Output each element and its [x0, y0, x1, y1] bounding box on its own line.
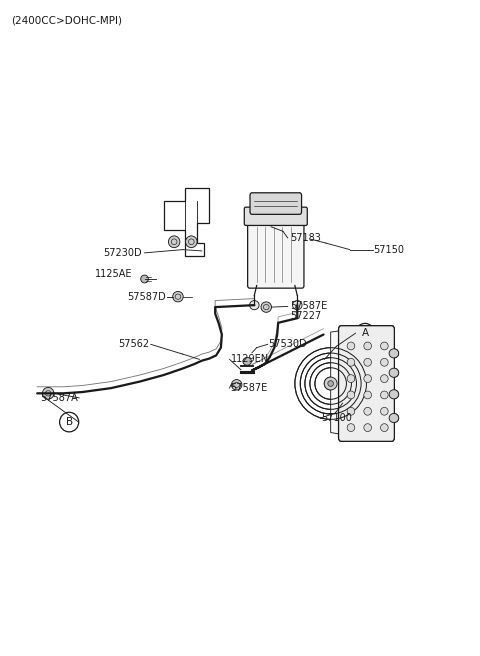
Ellipse shape — [364, 407, 372, 415]
Text: 57587A: 57587A — [40, 393, 78, 403]
Polygon shape — [331, 329, 348, 438]
Ellipse shape — [324, 377, 337, 390]
FancyBboxPatch shape — [250, 193, 301, 215]
Ellipse shape — [389, 413, 399, 422]
FancyBboxPatch shape — [248, 221, 304, 288]
Ellipse shape — [364, 342, 372, 350]
Text: 1125AE: 1125AE — [95, 270, 132, 279]
Ellipse shape — [364, 342, 372, 350]
FancyBboxPatch shape — [338, 326, 395, 441]
Ellipse shape — [364, 358, 372, 366]
Ellipse shape — [381, 391, 388, 399]
Ellipse shape — [381, 375, 388, 382]
Ellipse shape — [389, 368, 399, 377]
Ellipse shape — [364, 358, 372, 366]
Ellipse shape — [347, 375, 355, 382]
Text: 57227: 57227 — [290, 311, 321, 321]
Ellipse shape — [243, 358, 252, 365]
Ellipse shape — [141, 275, 148, 283]
Text: 57230D: 57230D — [104, 248, 142, 258]
Ellipse shape — [381, 358, 388, 366]
Ellipse shape — [347, 358, 355, 366]
Ellipse shape — [173, 291, 183, 302]
Text: 57587E: 57587E — [230, 383, 268, 393]
Text: (2400CC>DOHC-MPI): (2400CC>DOHC-MPI) — [11, 16, 122, 26]
Ellipse shape — [389, 349, 399, 358]
Ellipse shape — [381, 424, 388, 432]
Text: 57587D: 57587D — [127, 292, 166, 302]
Text: B: B — [66, 417, 72, 427]
Ellipse shape — [292, 300, 302, 310]
Ellipse shape — [347, 391, 355, 399]
Text: 57587E: 57587E — [290, 302, 327, 312]
Ellipse shape — [261, 302, 272, 312]
Ellipse shape — [364, 407, 372, 415]
Ellipse shape — [324, 377, 337, 390]
Ellipse shape — [364, 424, 372, 432]
Text: A: A — [361, 328, 369, 338]
Ellipse shape — [168, 236, 180, 248]
Ellipse shape — [347, 407, 355, 415]
Ellipse shape — [389, 390, 399, 399]
Ellipse shape — [250, 300, 259, 310]
Ellipse shape — [364, 424, 372, 432]
Ellipse shape — [364, 375, 372, 382]
Ellipse shape — [381, 407, 388, 415]
Ellipse shape — [186, 236, 197, 248]
Ellipse shape — [347, 342, 355, 350]
Ellipse shape — [328, 380, 334, 386]
Ellipse shape — [381, 407, 388, 415]
Ellipse shape — [389, 368, 399, 377]
Ellipse shape — [381, 391, 388, 399]
Ellipse shape — [381, 424, 388, 432]
Text: 57562: 57562 — [118, 339, 149, 350]
Ellipse shape — [42, 388, 54, 400]
Ellipse shape — [231, 380, 242, 390]
Ellipse shape — [364, 391, 372, 399]
Text: 57530D: 57530D — [269, 339, 307, 350]
Ellipse shape — [347, 407, 355, 415]
Ellipse shape — [364, 391, 372, 399]
Ellipse shape — [381, 375, 388, 382]
Ellipse shape — [347, 424, 355, 432]
FancyBboxPatch shape — [338, 326, 395, 441]
Ellipse shape — [347, 375, 355, 382]
Text: 57100: 57100 — [321, 413, 352, 423]
Ellipse shape — [381, 342, 388, 350]
Text: 57150: 57150 — [373, 245, 405, 255]
Ellipse shape — [381, 342, 388, 350]
Ellipse shape — [347, 358, 355, 366]
Ellipse shape — [364, 375, 372, 382]
Ellipse shape — [389, 390, 399, 399]
Text: 1129EN: 1129EN — [230, 354, 269, 364]
Ellipse shape — [389, 413, 399, 422]
Ellipse shape — [381, 358, 388, 366]
Ellipse shape — [347, 424, 355, 432]
Text: 57183: 57183 — [290, 233, 321, 243]
Ellipse shape — [347, 391, 355, 399]
Ellipse shape — [389, 349, 399, 358]
FancyBboxPatch shape — [244, 207, 307, 226]
Ellipse shape — [347, 342, 355, 350]
Ellipse shape — [328, 380, 334, 386]
